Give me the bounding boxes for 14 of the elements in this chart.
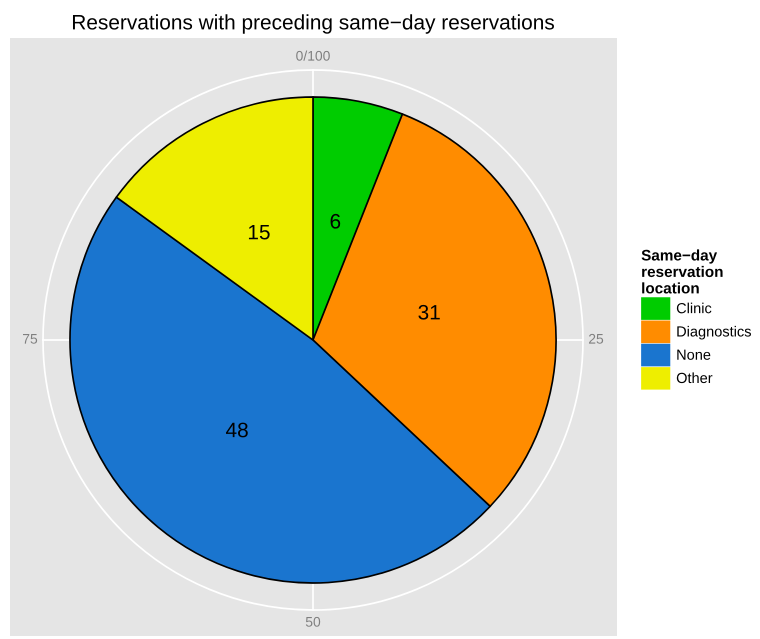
data-label: 6	[330, 214, 340, 229]
legend-title: Same−day reservation location	[642, 249, 723, 294]
text: 50	[306, 616, 320, 627]
text: 25	[588, 334, 604, 344]
text: 0/100	[296, 50, 330, 61]
text: 75	[22, 334, 38, 344]
data-label: 31	[418, 304, 440, 320]
data-label: 15	[248, 224, 270, 240]
data-label: 48	[226, 422, 248, 438]
chart-title: Reservations with preceding same−day reservations	[72, 14, 554, 34]
legend-label: None	[677, 350, 710, 360]
legend-label: Other	[676, 372, 712, 384]
legend-label: Clinic	[676, 302, 712, 314]
legend-label: Diagnostics	[677, 326, 751, 340]
